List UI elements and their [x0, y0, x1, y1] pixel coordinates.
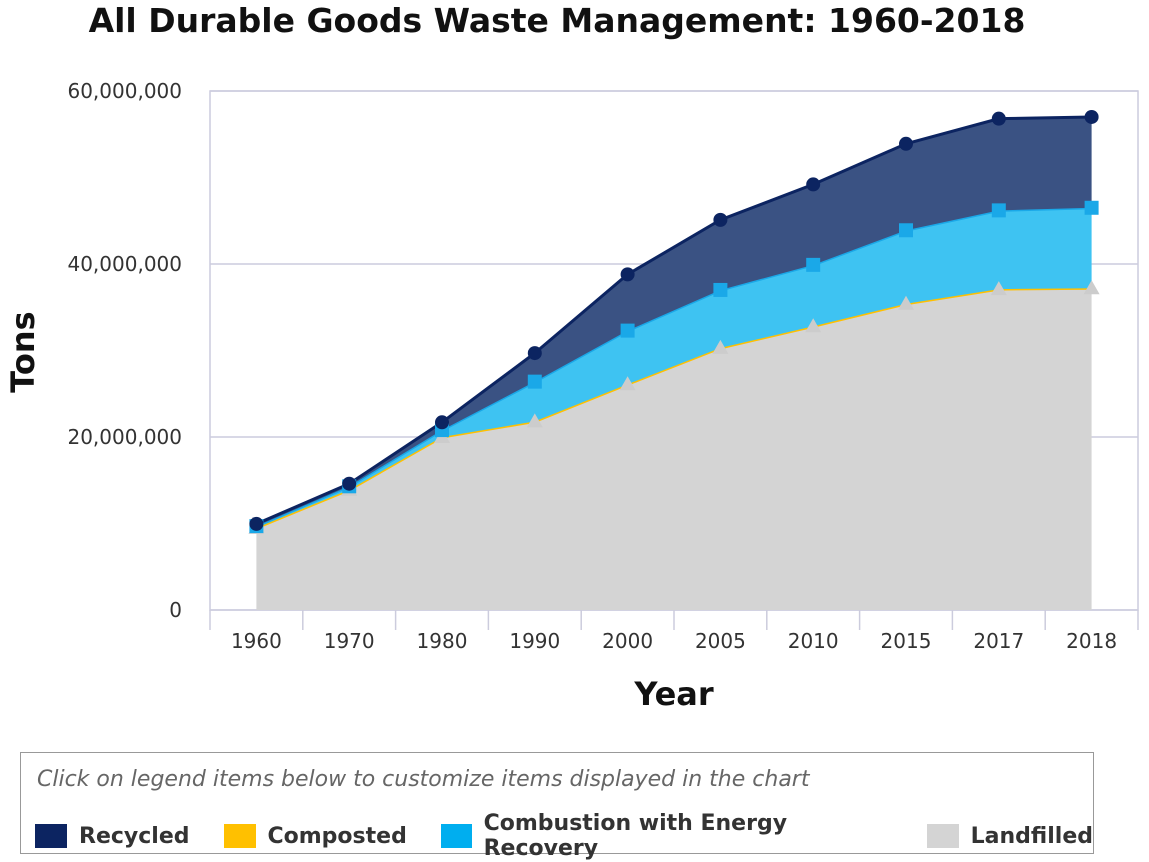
x-tick-label: 1980 — [417, 629, 468, 653]
recycled-point — [620, 267, 635, 282]
combustion-with-energy-recovery-point — [899, 223, 913, 238]
landfilled-swatch — [926, 824, 959, 848]
legend: Click on legend items below to customize… — [20, 752, 1094, 861]
x-tick-label: 2005 — [695, 629, 746, 653]
y-tick-label: 20,000,000 — [67, 425, 182, 449]
x-tick-label: 1970 — [324, 629, 375, 653]
recycled-point — [806, 177, 821, 192]
combustion-with-energy-recovery-point — [991, 203, 1006, 218]
legend-label: Landfilled — [970, 823, 1093, 849]
recycled-point — [713, 212, 728, 227]
recycled-point — [249, 516, 264, 531]
recycled-point — [899, 136, 913, 151]
x-tick-label: 2010 — [788, 629, 839, 653]
recycled-point — [1084, 109, 1099, 124]
recycled-swatch — [35, 824, 67, 848]
legend-label: Recycled — [79, 823, 190, 849]
legend-item-recycled[interactable]: Recycled — [35, 811, 190, 861]
combustion-with-energy-recovery-area — [256, 207, 1092, 528]
x-axis-label: Year — [633, 675, 714, 713]
recycled-point — [527, 346, 542, 361]
recycled-line — [255, 115, 1092, 526]
x-tick-label: 2015 — [881, 629, 932, 653]
x-tick-label: 1960 — [231, 629, 282, 653]
stacked-area-chart: All Durable Goods Waste Management: 1960… — [4, 1, 1139, 713]
landfilled-area — [256, 288, 1092, 610]
landfilled-point — [805, 318, 822, 333]
combustion-with-energy-recovery-point — [527, 374, 542, 389]
combustion-with-energy-recovery-point — [1084, 200, 1099, 215]
landfilled-point — [990, 281, 1007, 296]
combustion-swatch — [440, 824, 472, 848]
x-tick-label: 2000 — [602, 629, 653, 653]
landfilled-point — [526, 413, 543, 428]
legend-label: Combustion with Energy Recovery — [483, 811, 788, 861]
landfilled-point — [1083, 280, 1100, 295]
y-axis-label: Tons — [4, 311, 42, 392]
x-tick-label: 2017 — [973, 629, 1024, 653]
legend-hint: Click on legend items below to customize… — [37, 767, 810, 792]
legend-label: Composted — [267, 823, 407, 849]
x-tick-label: 2018 — [1066, 629, 1117, 653]
recycled-point — [435, 415, 449, 430]
combustion-with-energy-recovery-line — [255, 206, 1092, 528]
combustion-with-energy-recovery-point — [806, 257, 821, 272]
landfilled-point — [619, 376, 636, 391]
y-tick-label: 0 — [169, 598, 182, 622]
recycled-point — [991, 111, 1006, 126]
chart-title: All Durable Goods Waste Management: 1960… — [89, 1, 1026, 40]
landfilled-point — [712, 339, 729, 354]
composted-swatch — [223, 824, 256, 848]
y-tick-label: 60,000,000 — [67, 79, 182, 103]
legend-item-composted[interactable]: Composted — [223, 811, 407, 861]
combustion-with-energy-recovery-point — [713, 282, 728, 297]
recycled-point — [342, 476, 357, 491]
legend-item-combustion[interactable]: Combustion with Energy Recovery — [440, 811, 893, 861]
y-tick-label: 40,000,000 — [67, 252, 182, 276]
x-tick-label: 1990 — [509, 629, 560, 653]
recycled-area — [256, 116, 1092, 527]
combustion-with-energy-recovery-point — [620, 323, 635, 338]
legend-item-landfilled[interactable]: Landfilled — [926, 811, 1093, 861]
landfilled-point — [898, 295, 914, 310]
